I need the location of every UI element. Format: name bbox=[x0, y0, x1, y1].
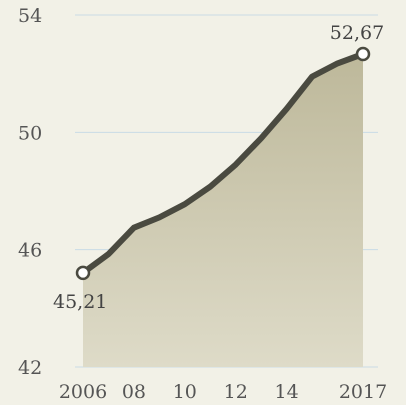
x-tick-label-2006: 2006 bbox=[59, 381, 107, 403]
marker-layer bbox=[75, 46, 371, 281]
x-tick-label-14: 14 bbox=[275, 381, 299, 403]
x-tick-label-10: 10 bbox=[173, 381, 197, 403]
end-marker-2 bbox=[355, 46, 371, 62]
y-tick-label-54: 54 bbox=[18, 5, 42, 27]
y-tick-label-42: 42 bbox=[18, 357, 42, 379]
data-label-2: 52,67 bbox=[330, 22, 384, 44]
series-line-layer bbox=[80, 51, 366, 276]
y-tick-label-46: 46 bbox=[18, 240, 42, 262]
x-tick-label-12: 12 bbox=[224, 381, 248, 403]
x-axis-ticks: 2006 08 10 12 14 2017 bbox=[59, 381, 387, 403]
y-tick-label-50: 50 bbox=[18, 122, 42, 144]
x-tick-label-2017: 2017 bbox=[339, 381, 387, 403]
data-label-1: 45,21 bbox=[53, 291, 107, 313]
end-marker-1 bbox=[75, 265, 91, 281]
series-line bbox=[80, 51, 366, 276]
data-labels: 45,21 52,67 bbox=[53, 22, 384, 313]
area-fill-layer bbox=[83, 54, 363, 367]
x-tick-label-08: 08 bbox=[122, 381, 146, 403]
area-fill bbox=[83, 54, 363, 367]
y-axis-ticks: 42 46 50 54 bbox=[18, 5, 42, 379]
